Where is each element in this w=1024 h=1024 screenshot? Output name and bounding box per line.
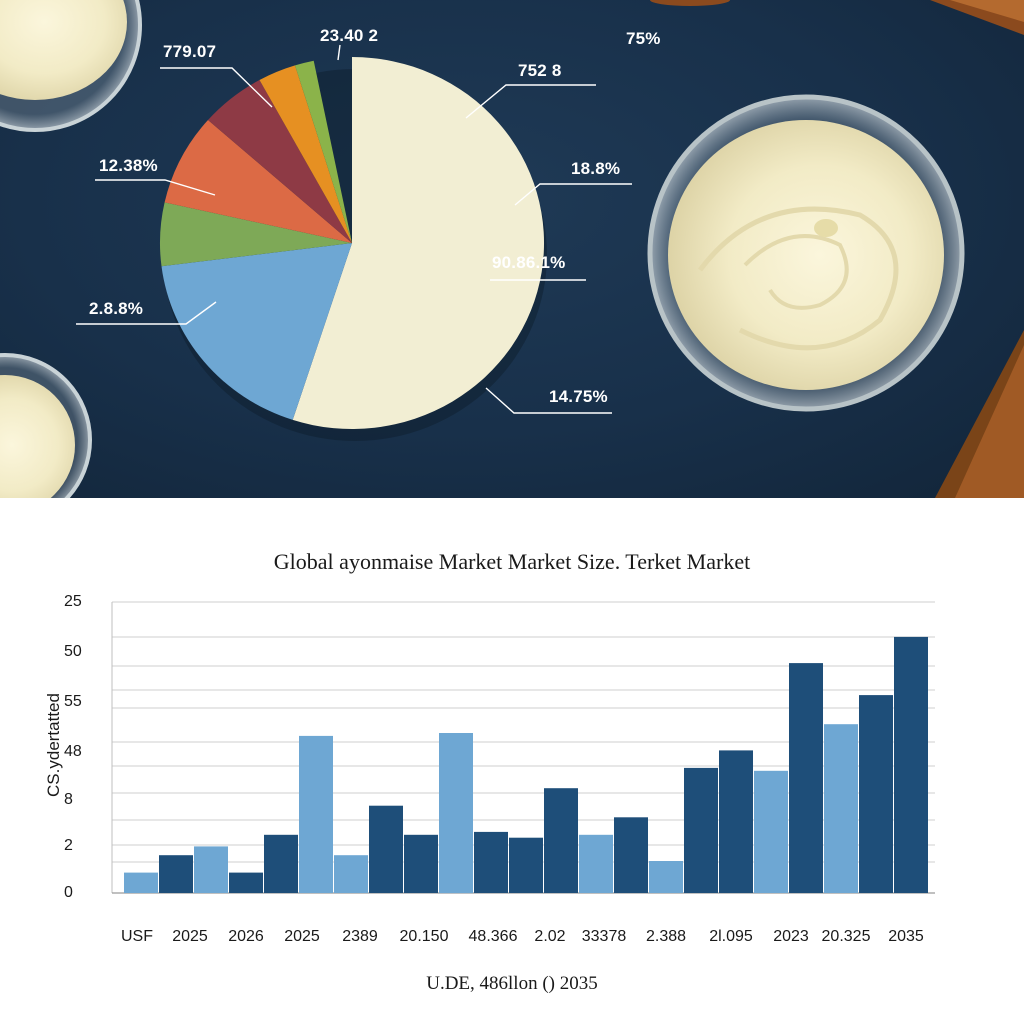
pie-label-5: 12.38% [99,156,158,175]
pie-label-1: 779.07 [163,42,217,61]
x-tick-label: USF [121,928,153,945]
x-tick-label: 20.325 [821,928,871,945]
y-tick-label: 0 [64,884,73,901]
pie-label-7: 90.86.1% [492,253,566,272]
pie-slice-2 [161,243,352,420]
pie-label-8: 2.8.8% [89,299,144,318]
x-tick-label: 2.388 [645,928,687,945]
x-tick-label: 2035 [888,928,924,945]
pie-slice-3 [159,202,352,267]
y-tick-label: 2 [64,837,73,854]
x-tick-label: 2l.095 [709,928,753,945]
y-tick-label: 8 [64,791,73,808]
x-tick-label: 2023 [773,928,809,945]
x-tick-label: 2025 [172,928,208,945]
pie-slice-4 [164,120,352,243]
bar-chart-title: Global ayonmaise Market Market Size. Ter… [273,549,751,574]
y-tick-label: 50 [64,643,82,660]
x-tick-label: 2.02 [534,928,566,945]
mayo-bowl-right [647,94,965,412]
pie-slice-7 [295,60,352,244]
pie-label-2: 23.40 2 [320,26,379,45]
x-tick-label: 2026 [228,928,264,945]
x-axis-label: U.DE, 486llon () 2035 [426,973,598,994]
mayo-bowl-top-left [0,0,142,132]
pie-slice-6 [259,65,352,244]
x-tick-label: 33378 [581,928,627,945]
pie-label-3: 75% [626,29,661,48]
x-tick-label: 48.366 [468,928,518,945]
pie-slice-5 [208,80,352,243]
wooden-board [650,0,1024,498]
y-tick-label: 25 [64,593,82,610]
x-tick-label: 2389 [342,928,378,945]
y-axis-label: CS.ydertatted [44,693,63,797]
x-tick-label: 2025 [284,928,320,945]
pie-label-6: 18.8% [571,159,621,178]
y-tick-label: 55 [64,693,82,710]
background-decor [0,0,1024,498]
x-tick-label: 20.150 [399,928,449,945]
pie-slice-1 [292,57,545,429]
mayo-bowl-bottom-left [0,353,92,498]
leader-lines [76,44,632,414]
pie-chart-panel: 779.07 23.40 2 75% 752 8 12.38% 18.8% 90… [0,0,1024,498]
pie-label-9: 14.75% [549,387,608,406]
y-tick-label: 48 [64,743,82,760]
pie-chart [76,44,632,441]
pie-label-4: 752 8 [518,61,562,80]
